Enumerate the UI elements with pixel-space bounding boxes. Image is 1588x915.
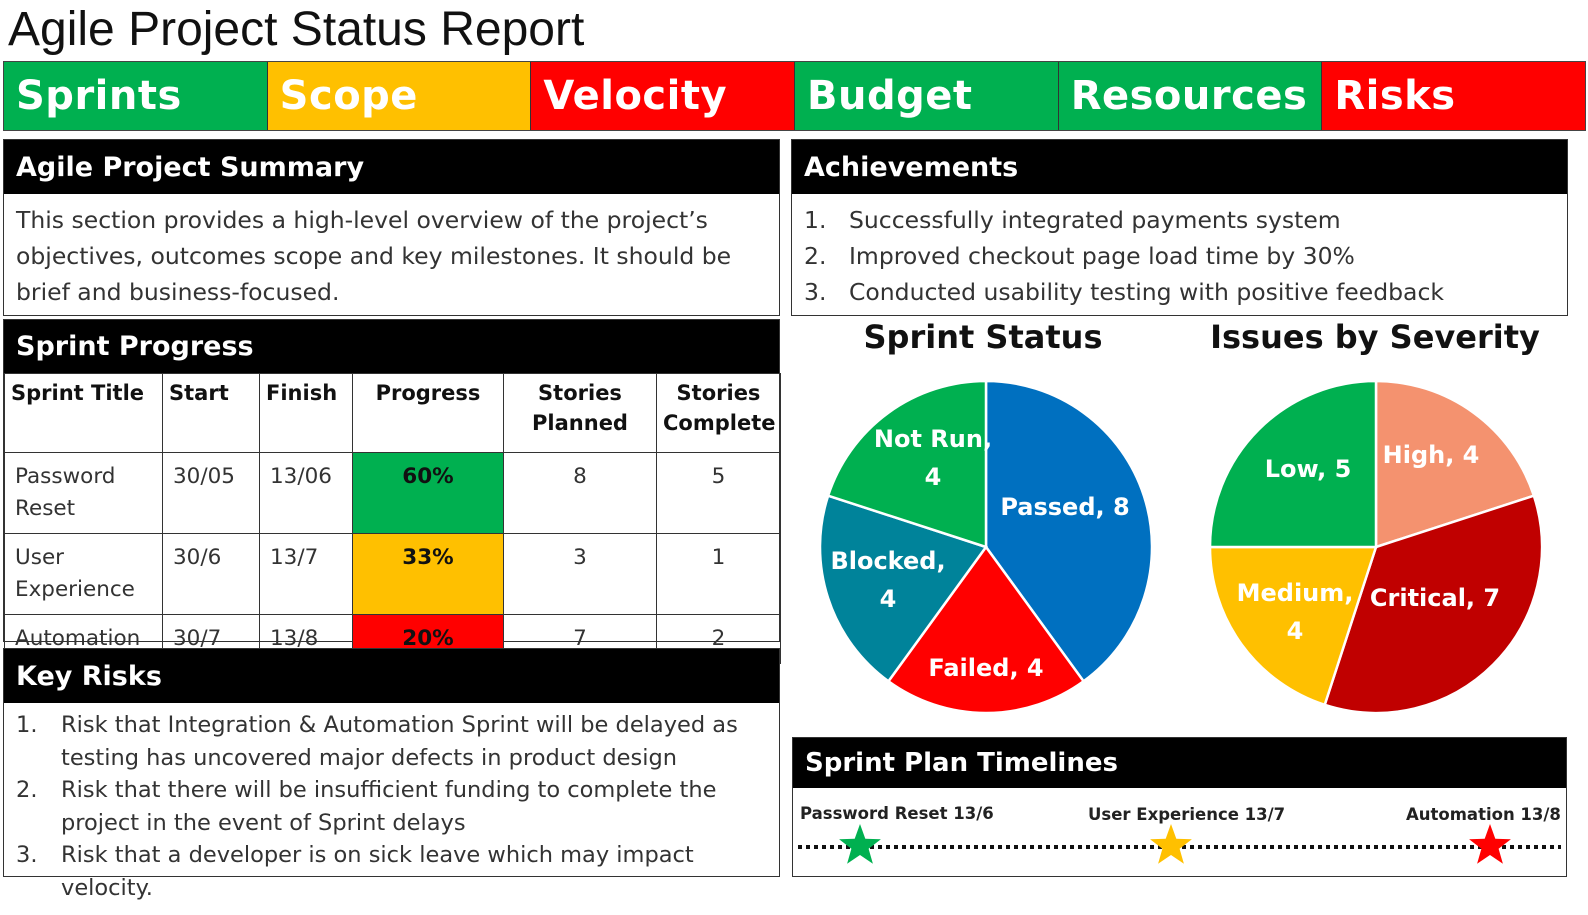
pie-data-label: Medium, 4 — [1237, 579, 1354, 645]
status-risks: Risks — [1322, 62, 1586, 130]
list-text: Improved checkout page load time by 30% — [849, 242, 1355, 270]
sprint-progress-heading: Sprint Progress — [4, 320, 779, 373]
status-velocity: Velocity — [531, 62, 796, 130]
pie-slice-not-run — [826, 379, 988, 549]
status-budget: Budget — [795, 62, 1059, 130]
sprint-title-cell: User Experience — [4, 533, 163, 615]
pie-data-label: Failed, 4 — [928, 654, 1043, 682]
list-number: 3. — [804, 278, 827, 306]
pie-data-label: Critical, 7 — [1370, 584, 1500, 612]
list-text: Risk that a developer is on sick leave w… — [61, 842, 694, 901]
start-cell: 30/6 — [162, 533, 260, 615]
list-number: 1. — [804, 206, 827, 234]
status-scope: Scope — [267, 62, 532, 130]
achievements-heading: Achievements — [792, 140, 1567, 194]
key-risks-heading: Key Risks — [4, 649, 779, 703]
stories-complete-cell: 1 — [656, 533, 781, 615]
column-header: Stories Planned — [503, 373, 657, 453]
stories-planned-cell: 8 — [503, 452, 657, 534]
list-text: Successfully integrated payments system — [849, 206, 1341, 234]
column-header: Stories Complete — [656, 373, 781, 453]
milestone-label: Password Reset 13/6 — [800, 804, 994, 823]
list-item: 2. Improved checkout page load time by 30… — [804, 238, 1555, 274]
pie-data-label: Not Run, 4 — [874, 425, 992, 491]
milestone-star-icon — [1469, 824, 1511, 864]
pie-slice-failed — [886, 544, 1086, 715]
page-title: Agile Project Status Report — [8, 3, 585, 56]
achievements-panel: Achievements 1. Successfully integrated p… — [791, 139, 1568, 316]
pie-slice-blocked — [818, 494, 989, 684]
list-item: 2. Risk that there will be insufficient f… — [16, 774, 767, 839]
column-header: Start — [162, 373, 260, 453]
pie-slice-critical — [1323, 494, 1544, 715]
list-number: 2. — [804, 242, 827, 270]
sprint-progress-panel: Sprint Progress Sprint Title Start Finis… — [3, 319, 781, 664]
list-item: 3. Risk that a developer is on sick leave… — [16, 839, 767, 904]
status-sprints: Sprints — [4, 62, 268, 130]
pie-data-label: Low, 5 — [1265, 455, 1352, 483]
timeline-heading: Sprint Plan Timelines — [793, 738, 1566, 788]
list-number: 2. — [16, 777, 38, 803]
list-number: 3. — [16, 842, 38, 868]
stories-planned-cell: 3 — [503, 533, 657, 615]
list-item: 1. Risk that Integration & Automation Spr… — [16, 709, 767, 774]
achievements-list: 1. Successfully integrated payments syste… — [792, 194, 1567, 318]
stories-complete-cell: 5 — [656, 452, 781, 534]
summary-heading: Agile Project Summary — [4, 140, 779, 194]
pie-slice-medium — [1208, 545, 1378, 707]
pie-slice-passed — [984, 379, 1154, 684]
finish-cell: 13/06 — [259, 452, 353, 534]
finish-cell: 13/7 — [259, 533, 353, 615]
milestone-star-icon — [1150, 824, 1192, 864]
status-bar: Sprints Scope Velocity Budget Resources … — [3, 61, 1586, 131]
status-resources: Resources — [1058, 62, 1323, 130]
table-row: User Experience 30/6 13/7 33% 3 1 — [4, 533, 781, 615]
pie-slice-high — [1374, 379, 1536, 549]
sprint-title-cell: Password Reset — [4, 452, 163, 534]
timeline-panel: Sprint Plan Timelines Password Reset 13/… — [792, 737, 1567, 877]
column-header: Progress — [352, 373, 504, 453]
column-header: Sprint Title — [4, 373, 163, 453]
column-header: Finish — [259, 373, 353, 453]
pie-data-label: High, 4 — [1383, 441, 1480, 469]
timeline-track — [798, 824, 1561, 864]
sprint-status-pie-chart: Passed, 8 Failed, 4 Blocked, 4 Not Run, 4 — [818, 379, 1154, 715]
issues-by-severity-pie-chart: High, 4 Critical, 7 Medium, 4 Low, 5 — [1208, 379, 1544, 715]
table-row: Password Reset 30/05 13/06 60% 8 5 — [4, 452, 781, 534]
pie-data-label: Blocked, 4 — [830, 547, 945, 613]
milestone-star-icon — [839, 824, 881, 864]
list-text: Conducted usability testing with positiv… — [849, 278, 1444, 306]
list-text: Risk that there will be insufficient fun… — [61, 777, 717, 836]
key-risks-list: 1. Risk that Integration & Automation Spr… — [4, 703, 779, 904]
summary-text: This section provides a high-level overv… — [16, 206, 732, 306]
list-number: 1. — [16, 712, 38, 738]
issues-chart-title: Issues by Severity — [1210, 318, 1540, 356]
list-item: 3. Conducted usability testing with posit… — [804, 274, 1555, 310]
sprint-status-chart-title: Sprint Status — [863, 318, 1103, 356]
pie-slice-low — [1208, 379, 1378, 549]
milestone-label: Automation 13/8 — [1406, 805, 1561, 824]
sprint-progress-table: Sprint Title Start Finish Progress Stori… — [4, 373, 781, 664]
pie-data-label: Passed, 8 — [1000, 493, 1129, 521]
list-text: Risk that Integration & Automation Sprin… — [61, 712, 738, 771]
summary-panel: Agile Project Summary This section provi… — [3, 139, 780, 316]
table-header-row: Sprint Title Start Finish Progress Stori… — [4, 373, 781, 453]
progress-cell: 33% — [352, 533, 504, 615]
list-item: 1. Successfully integrated payments syste… — [804, 202, 1555, 238]
progress-cell: 60% — [352, 452, 504, 534]
milestone-label: User Experience 13/7 — [1088, 805, 1286, 824]
key-risks-panel: Key Risks 1. Risk that Integration & Auto… — [3, 648, 780, 901]
start-cell: 30/05 — [162, 452, 260, 534]
